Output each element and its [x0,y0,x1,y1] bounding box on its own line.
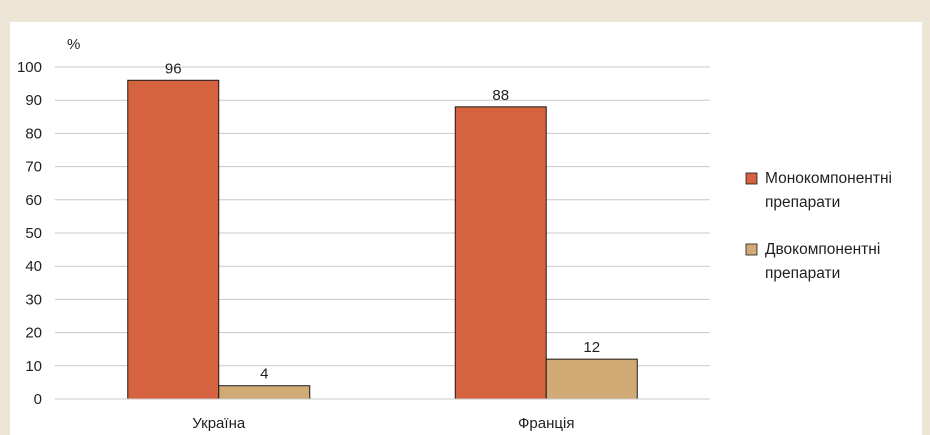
y-axis-unit-label: % [67,36,80,53]
category-label: Україна [192,415,246,432]
legend-swatch [745,172,758,185]
category-label: Франція [518,415,574,432]
y-tick-label: 10 [25,358,42,375]
y-tick-label: 70 [25,159,42,176]
y-tick-label: 80 [25,125,42,142]
y-tick-label: 0 [34,391,42,408]
legend-item: Двокомпонентні препарати [745,241,880,282]
data-label: 88 [492,87,509,104]
bar [127,79,220,400]
data-label: 4 [260,366,268,383]
y-tick-label: 40 [25,258,42,275]
bar [545,358,638,400]
legend-swatch [745,243,758,256]
legend-label: Монокомпонентні [765,170,892,187]
y-tick-label: 90 [25,92,42,109]
bars [127,79,638,400]
data-labels: 96 4 88 12 [165,60,600,382]
y-tick-label: 100 [17,59,42,76]
bar-chart: 0 10 20 30 40 50 60 70 80 90 100 96 4 88 12 Україна Фр… [17,36,892,432]
y-tick-label: 30 [25,291,42,308]
y-tick-label: 50 [25,225,42,242]
legend-label: Двокомпонентні [765,241,880,258]
y-axis-tick-labels: 0 10 20 30 40 50 60 70 80 90 100 [17,59,42,408]
legend: Монокомпонентні препарати Двокомпонентні пр… [745,170,892,282]
data-label: 12 [583,339,600,356]
bar [454,106,547,400]
category-labels: Україна Франція [192,415,574,432]
y-tick-label: 60 [25,192,42,209]
data-label: 96 [165,60,182,77]
legend-label: препарати [765,194,840,211]
bar [218,385,311,400]
legend-item: Монокомпонентні препарати [745,170,892,211]
y-tick-label: 20 [25,325,42,342]
legend-label: препарати [765,265,840,282]
